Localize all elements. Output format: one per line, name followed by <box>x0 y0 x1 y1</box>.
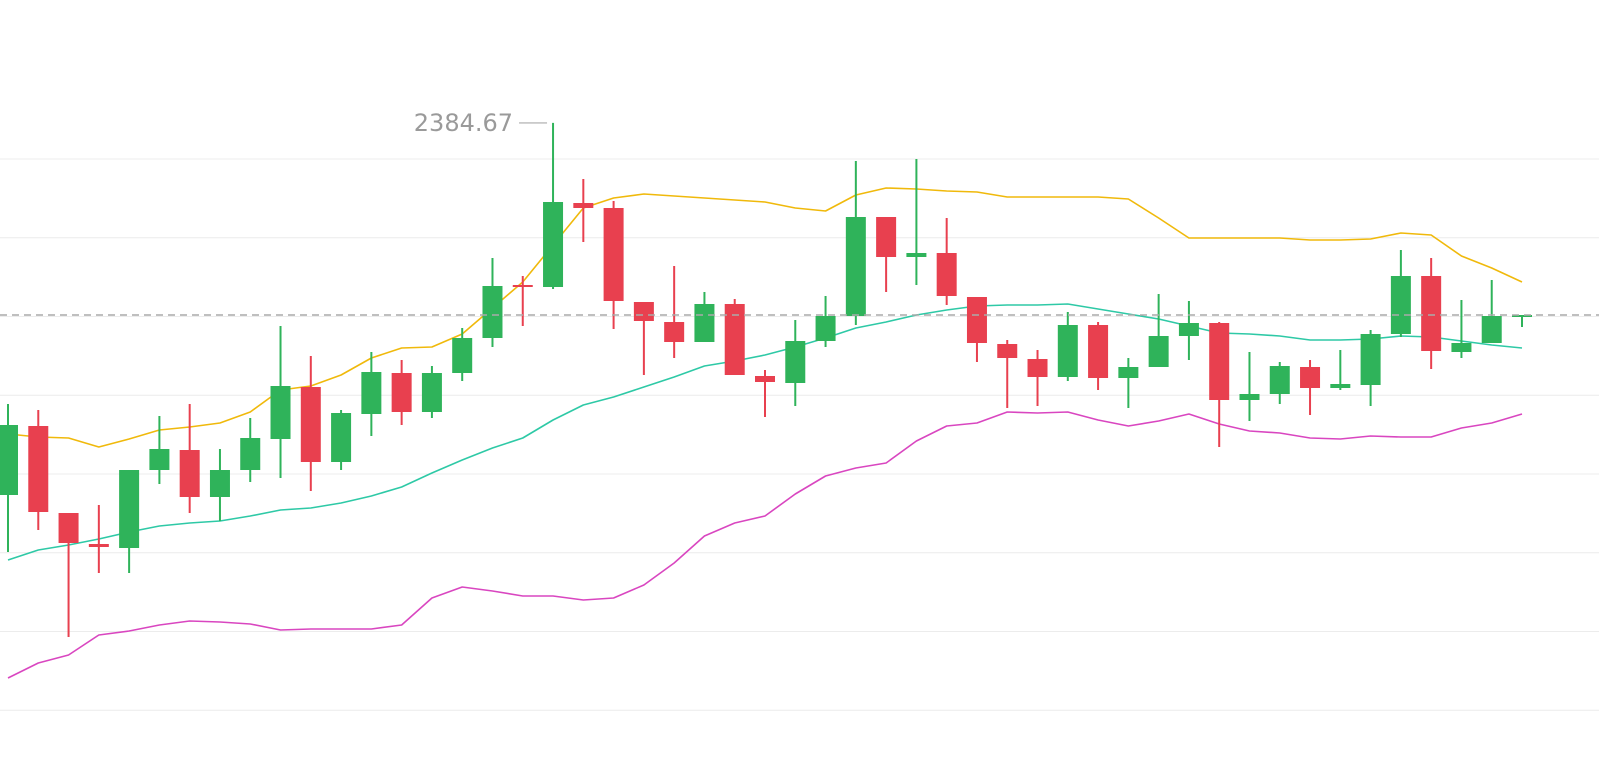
candle-body <box>300 387 321 462</box>
candle-body <box>573 203 594 208</box>
candle-body <box>755 376 775 382</box>
candle-body <box>815 316 836 341</box>
candle-body <box>1421 276 1442 351</box>
candle-body <box>149 449 170 470</box>
candle-body <box>88 544 109 547</box>
candle-body <box>1330 384 1351 388</box>
candle-body <box>1057 325 1078 377</box>
grid <box>0 158 1599 711</box>
candle-body <box>361 372 382 414</box>
candle-body <box>1390 276 1411 334</box>
candle-body <box>694 304 715 342</box>
candle-body <box>785 341 806 383</box>
candle-body <box>1118 367 1139 378</box>
candle-body <box>421 373 442 412</box>
candle-body <box>240 438 261 470</box>
band-line <box>7 303 1523 561</box>
candle-body <box>997 344 1018 358</box>
candle-body <box>876 217 897 257</box>
candle-body <box>119 470 140 548</box>
candle-body <box>209 470 230 497</box>
candle-body <box>1300 367 1321 388</box>
candle-body <box>270 386 291 439</box>
candle-body <box>1481 316 1502 343</box>
candle-body <box>1178 323 1199 336</box>
candle-body <box>58 513 79 543</box>
candle-body <box>331 413 352 462</box>
overlay-lines <box>7 187 1523 679</box>
candle-body <box>936 253 957 296</box>
annotations: 2384.67 <box>0 109 1599 316</box>
candles <box>0 122 1532 637</box>
candle-body <box>28 426 49 512</box>
candle-body <box>391 373 412 412</box>
candle-body <box>1209 323 1230 400</box>
high-label: 2384.67 <box>414 109 513 137</box>
candle-body <box>452 338 473 373</box>
band-line <box>7 187 1523 448</box>
candle-body <box>1088 325 1109 378</box>
candle-body <box>543 202 564 287</box>
candle-body <box>1239 394 1260 400</box>
candle-body <box>1512 315 1532 317</box>
candle-body <box>0 425 18 495</box>
candle-body <box>512 285 533 287</box>
candle-body <box>966 297 987 343</box>
candle-body <box>633 302 654 321</box>
candle-body <box>1148 336 1169 367</box>
candle-body <box>1269 366 1290 394</box>
candle-body <box>1360 334 1381 385</box>
candle-body <box>724 304 745 375</box>
candle-body <box>664 322 685 342</box>
candle-body <box>603 208 624 301</box>
candle-body <box>482 286 503 338</box>
candle-body <box>1027 359 1048 377</box>
candle-body <box>1451 343 1472 352</box>
band-line <box>7 411 1523 679</box>
candle-body <box>845 217 866 316</box>
candle-body <box>179 450 200 497</box>
candle-body <box>906 253 927 257</box>
